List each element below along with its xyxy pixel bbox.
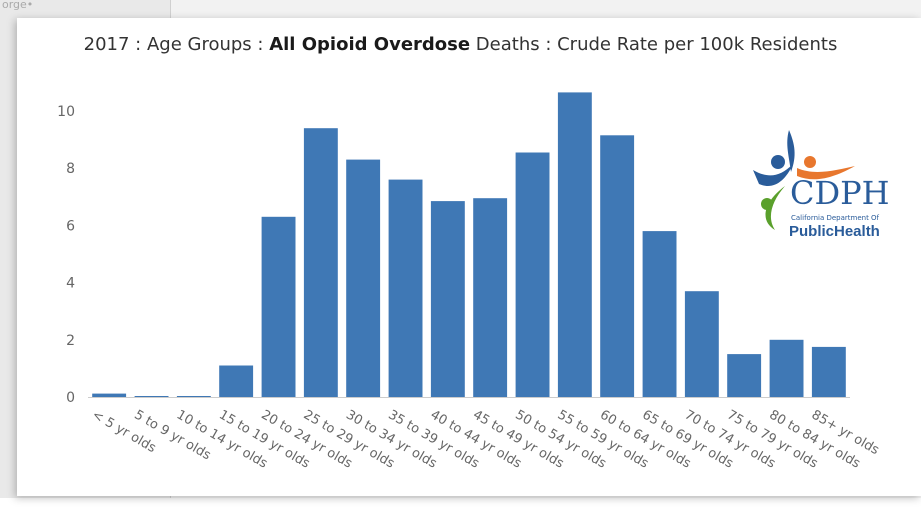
- y-tick-label: 2: [66, 333, 75, 349]
- bar[interactable]: [346, 159, 381, 397]
- bar[interactable]: [388, 179, 423, 397]
- bar[interactable]: [261, 216, 296, 397]
- chart-title-suffix: Deaths : Crude Rate per 100k Residents: [470, 34, 838, 55]
- bar[interactable]: [430, 201, 465, 397]
- bar[interactable]: [642, 231, 677, 397]
- y-tick-label: 10: [57, 104, 75, 120]
- y-axis: 0 2 4 6 8 10: [57, 104, 75, 406]
- background-breadcrumb: orge•: [2, 0, 34, 11]
- bar[interactable]: [134, 396, 169, 397]
- bar[interactable]: [684, 291, 719, 397]
- bar[interactable]: [600, 135, 635, 398]
- chart-title-prefix: 2017 : Age Groups :: [83, 34, 270, 55]
- cdph-logo: CDPH California Department Of PublicHeal…: [745, 126, 895, 246]
- bars: [92, 92, 846, 398]
- chart-card: [17, 18, 921, 496]
- chart-title-bold: All Opioid Overdose: [269, 34, 471, 55]
- bar[interactable]: [219, 365, 254, 398]
- bar[interactable]: [473, 198, 508, 397]
- y-tick-label: 8: [66, 161, 75, 177]
- background-strip: [0, 498, 921, 519]
- bar[interactable]: [811, 346, 846, 397]
- bar[interactable]: [727, 354, 762, 397]
- logo-subtitle: California Department Of: [791, 214, 880, 222]
- bar[interactable]: [303, 128, 338, 397]
- bar[interactable]: [176, 396, 211, 397]
- logo-tagline: PublicHealth: [789, 223, 880, 240]
- y-tick-label: 6: [66, 218, 75, 234]
- chart-title: 2017 : Age Groups : All Opioid Overdose …: [0, 34, 921, 55]
- y-tick-label: 4: [66, 276, 75, 292]
- bar[interactable]: [557, 92, 592, 398]
- logo-wordmark: CDPH: [790, 174, 890, 212]
- bar[interactable]: [92, 393, 127, 397]
- cdph-figures-icon: [753, 130, 855, 230]
- y-tick-label: 0: [66, 390, 75, 406]
- bar[interactable]: [769, 339, 804, 397]
- bar[interactable]: [515, 152, 550, 398]
